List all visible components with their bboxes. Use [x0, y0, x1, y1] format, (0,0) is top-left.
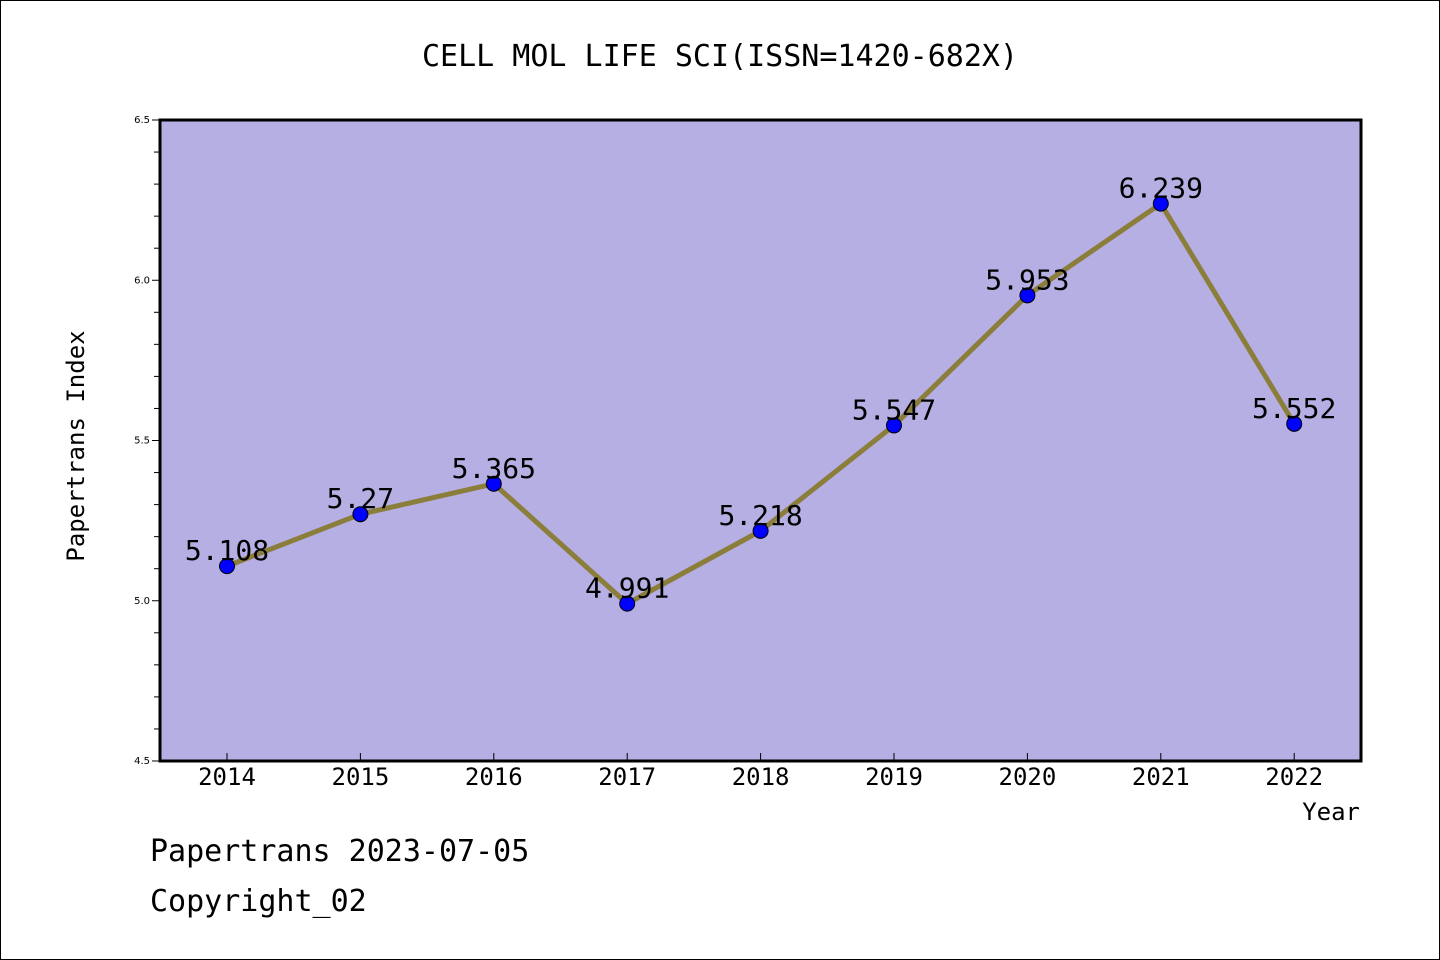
y-tick-label: 6.5	[134, 115, 150, 126]
data-label: 5.108	[185, 534, 269, 567]
footer-copyright: Copyright_02	[150, 884, 367, 919]
data-point	[1286, 415, 1303, 432]
data-label: 5.218	[718, 499, 802, 532]
data-point	[619, 595, 636, 612]
x-axis: 2014 2015 2016 2017 2018 2019 2020 2021 2022	[198, 753, 1323, 791]
data-point	[485, 475, 502, 492]
plot-area	[158, 118, 1363, 763]
series-markers	[219, 195, 1303, 612]
y-axis-label: Papertrans Index	[62, 330, 90, 561]
data-point	[1019, 287, 1036, 304]
x-axis-label: Year	[1302, 798, 1360, 826]
data-point	[886, 417, 902, 434]
data-label: 5.27	[327, 482, 394, 515]
x-tick-label: 2017	[598, 763, 656, 791]
x-tick-label: 2019	[865, 763, 923, 791]
y-tick-label: 6.0	[134, 275, 150, 286]
chart-title: CELL MOL LIFE SCI(ISSN=1420-682X)	[422, 39, 1018, 74]
data-label: 5.953	[985, 263, 1069, 296]
data-label: 6.239	[1119, 172, 1203, 205]
x-tick-label: 2021	[1132, 763, 1190, 791]
data-point	[1152, 195, 1169, 212]
data-label: 5.365	[452, 452, 536, 485]
data-label: 4.991	[585, 572, 669, 605]
data-label: 5.552	[1252, 392, 1336, 425]
y-tick-label: 5.0	[134, 596, 150, 607]
data-label: 5.547	[852, 393, 936, 426]
data-point	[752, 522, 769, 539]
x-tick-label: 2020	[999, 763, 1057, 791]
data-labels: 5.108 5.27 5.365 4.991 5.218 5.547 5.953 6.239 5…	[185, 172, 1336, 605]
data-point	[219, 558, 235, 575]
x-tick-label: 2015	[332, 763, 390, 791]
x-tick-label: 2022	[1265, 763, 1323, 791]
y-tick-label: 5.5	[134, 436, 150, 447]
x-tick-label: 2018	[732, 763, 790, 791]
data-point	[352, 506, 369, 523]
y-tick-label: 4.5	[134, 756, 150, 767]
y-axis: 4.5 5.0 5.5 6.0 6.5	[134, 115, 160, 767]
x-tick-label: 2016	[465, 763, 523, 791]
footer-date: Papertrans 2023-07-05	[150, 834, 530, 869]
x-tick-label: 2014	[198, 763, 256, 791]
